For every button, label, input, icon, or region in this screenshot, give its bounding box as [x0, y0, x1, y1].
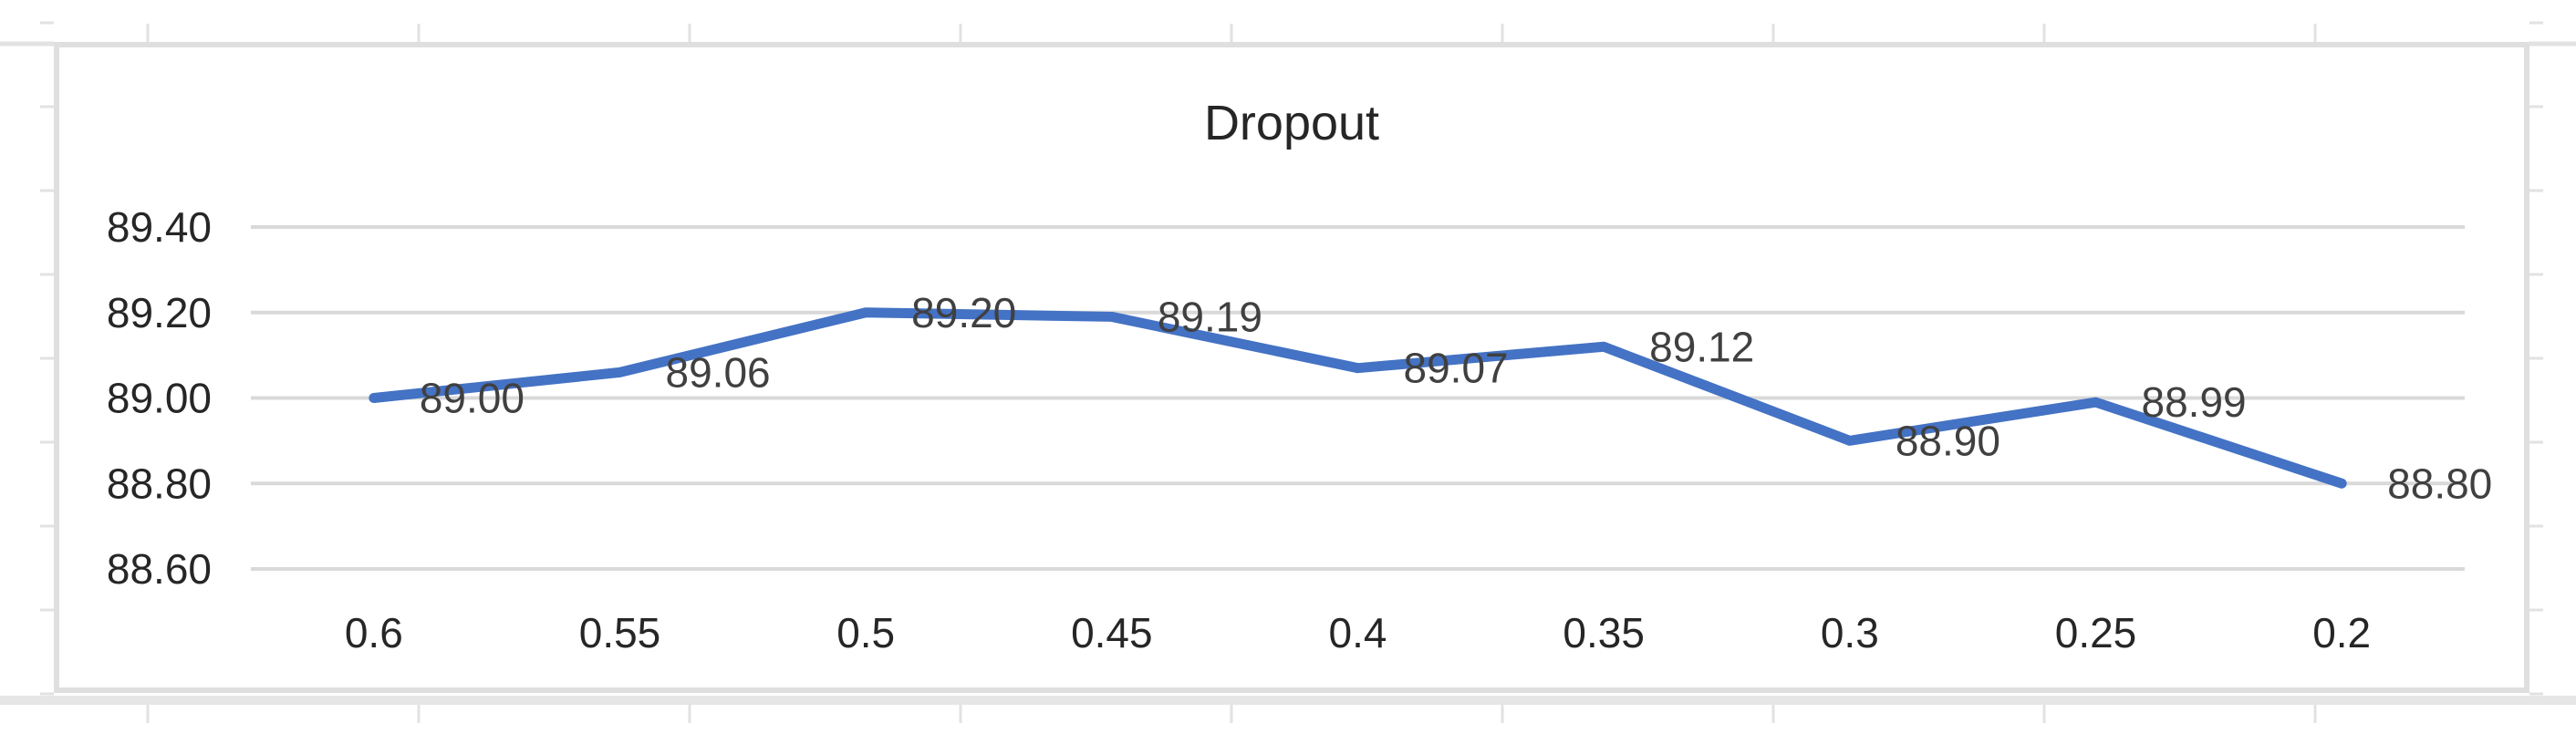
x-axis-tick-label: 0.2 — [2312, 609, 2371, 656]
chart-title: Dropout — [1204, 96, 1379, 150]
sheet-decorations — [0, 21, 2576, 723]
x-axis-tick-label: 0.55 — [579, 609, 661, 656]
data-labels-group: 89.00 89.06 89.20 89.19 89.07 89.12 88.90 88.99… — [420, 289, 2492, 508]
y-axis-tick-label: 89.00 — [107, 375, 212, 422]
x-axis-tick-label: 0.45 — [1071, 609, 1153, 656]
data-label: 88.99 — [2142, 378, 2247, 426]
series-group — [369, 307, 2347, 489]
data-label: 89.07 — [1404, 345, 1509, 392]
x-axis-tick-label: 0.6 — [345, 609, 403, 656]
data-label: 89.06 — [666, 348, 771, 396]
data-label: 89.19 — [1158, 293, 1262, 340]
chart-area-frame — [54, 42, 2529, 693]
data-label: 88.90 — [1896, 417, 2000, 464]
y-axis-tick-label: 88.60 — [107, 545, 212, 593]
data-label: 89.12 — [1649, 323, 1754, 370]
x-axis-labels-group: 0.6 0.55 0.5 0.45 0.4 0.35 0.3 0.25 0.2 — [345, 609, 2371, 656]
x-axis-tick-label: 0.3 — [1821, 609, 1879, 656]
x-axis-tick-label: 0.5 — [836, 609, 895, 656]
y-axis-tick-label: 88.80 — [107, 460, 212, 507]
data-label: 89.20 — [911, 289, 1016, 336]
x-axis-tick-label: 0.25 — [2055, 609, 2137, 656]
data-label: 89.00 — [420, 375, 525, 422]
x-axis-tick-label: 0.35 — [1563, 609, 1645, 656]
series-line-dropout — [369, 307, 2347, 489]
y-axis-labels-group: 89.40 89.20 89.00 88.80 88.60 — [107, 203, 212, 593]
y-axis-tick-label: 89.20 — [107, 289, 212, 336]
x-axis-tick-label: 0.4 — [1329, 609, 1387, 656]
chart-bottom-shadow — [0, 696, 2576, 705]
data-label: 88.80 — [2387, 460, 2492, 507]
y-axis-tick-label: 89.40 — [107, 203, 212, 251]
